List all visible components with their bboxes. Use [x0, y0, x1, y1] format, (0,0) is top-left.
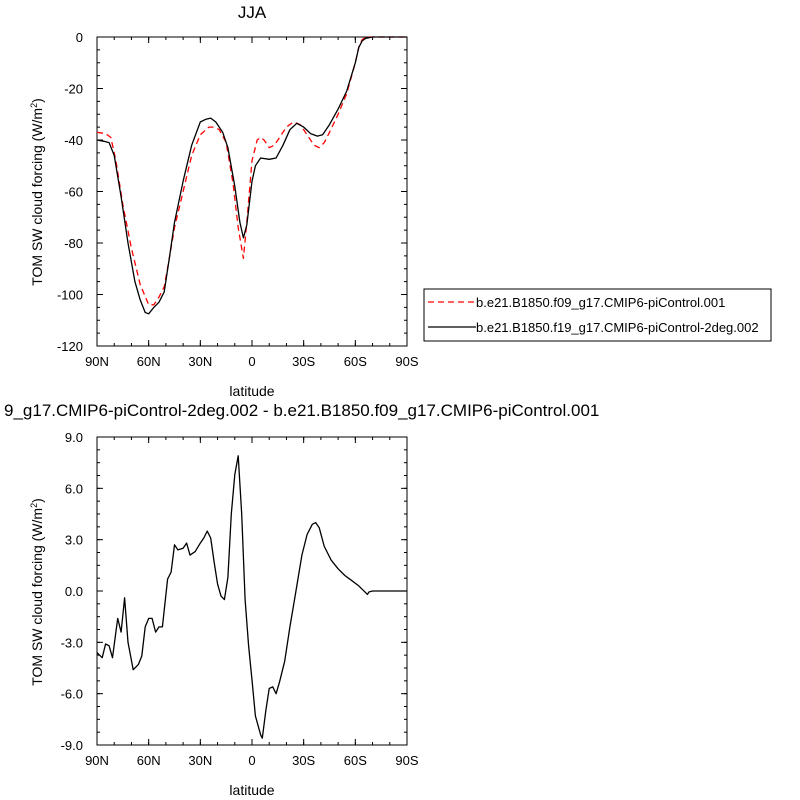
y-tick-label: -9.0	[61, 738, 83, 753]
legend-box	[423, 288, 772, 342]
x-tick-labels: 90N 60N 30N 0 30S 60S 90S	[85, 354, 419, 369]
y-tick-labels: 9.0 6.0 3.0 0.0 -3.0 -6.0 -9.0	[61, 430, 83, 753]
y-tick-label: -120	[57, 339, 83, 354]
axes-frame	[96, 36, 408, 347]
chart-title: JJA	[238, 3, 267, 22]
climatology-chart: JJA 90N 60N 30N 0 30S 60S 90S 0 -20 -40 -60 -80 -10…	[29, 3, 772, 399]
y-axis-label: TOM SW cloud forcing (W/m2)	[29, 98, 45, 286]
difference-chart: 9_g17.CMIP6-piControl-2deg.002 - b.e21.B…	[4, 401, 599, 798]
y-tick-label: 9.0	[65, 430, 83, 445]
y-tick-label: -60	[64, 185, 83, 200]
y-tick-label: 6.0	[65, 481, 83, 496]
y-tick-labels: 0 -20 -40 -60 -80 -100 -120	[57, 30, 83, 354]
x-tick-label: 30S	[292, 753, 315, 768]
axes-frame	[96, 436, 408, 746]
y-tick-label: -20	[64, 82, 83, 97]
x-tick-label: 0	[248, 354, 255, 369]
x-tick-label: 90S	[395, 753, 418, 768]
x-tick-label: 60S	[344, 753, 367, 768]
x-tick-label: 60N	[137, 753, 161, 768]
y-tick-label: 0.0	[65, 584, 83, 599]
y-tick-label: 0	[76, 30, 83, 45]
x-tick-label: 30N	[188, 354, 212, 369]
x-tick-label: 30S	[292, 354, 315, 369]
y-tick-label: 3.0	[65, 533, 83, 548]
x-tick-label: 90S	[395, 354, 418, 369]
x-tick-label: 0	[248, 753, 255, 768]
y-axis-label: TOM SW cloud forcing (W/m2)	[29, 498, 45, 686]
x-tick-label: 30N	[188, 753, 212, 768]
x-tick-label: 90N	[85, 753, 109, 768]
x-axis-label: latitude	[229, 383, 274, 399]
chart-title: 9_g17.CMIP6-piControl-2deg.002 - b.e21.B…	[4, 401, 599, 420]
y-tick-label: -6.0	[61, 687, 83, 702]
x-tick-label: 90N	[85, 354, 109, 369]
y-tick-label: -80	[64, 236, 83, 251]
x-tick-label: 60S	[344, 354, 367, 369]
y-tick-label: -100	[57, 288, 83, 303]
series-lines	[96, 36, 407, 315]
series-line	[96, 36, 407, 306]
y-tick-label: -3.0	[61, 635, 83, 650]
legend-label: b.e21.B1850.f09_g17.CMIP6-piControl.001	[476, 295, 725, 310]
legend-label: b.e21.B1850.f19_g17.CMIP6-piControl-2deg…	[476, 320, 759, 335]
plot-frame	[96, 436, 408, 746]
plot-frame	[96, 36, 408, 347]
y-tick-label: -40	[64, 133, 83, 148]
series-lines	[96, 455, 407, 739]
x-tick-labels: 90N 60N 30N 0 30S 60S 90S	[85, 753, 419, 768]
x-tick-label: 60N	[137, 354, 161, 369]
legend: b.e21.B1850.f09_g17.CMIP6-piControl.001 …	[423, 288, 772, 342]
series-line	[96, 36, 407, 315]
x-axis-label: latitude	[229, 782, 274, 798]
series-line	[96, 455, 407, 739]
